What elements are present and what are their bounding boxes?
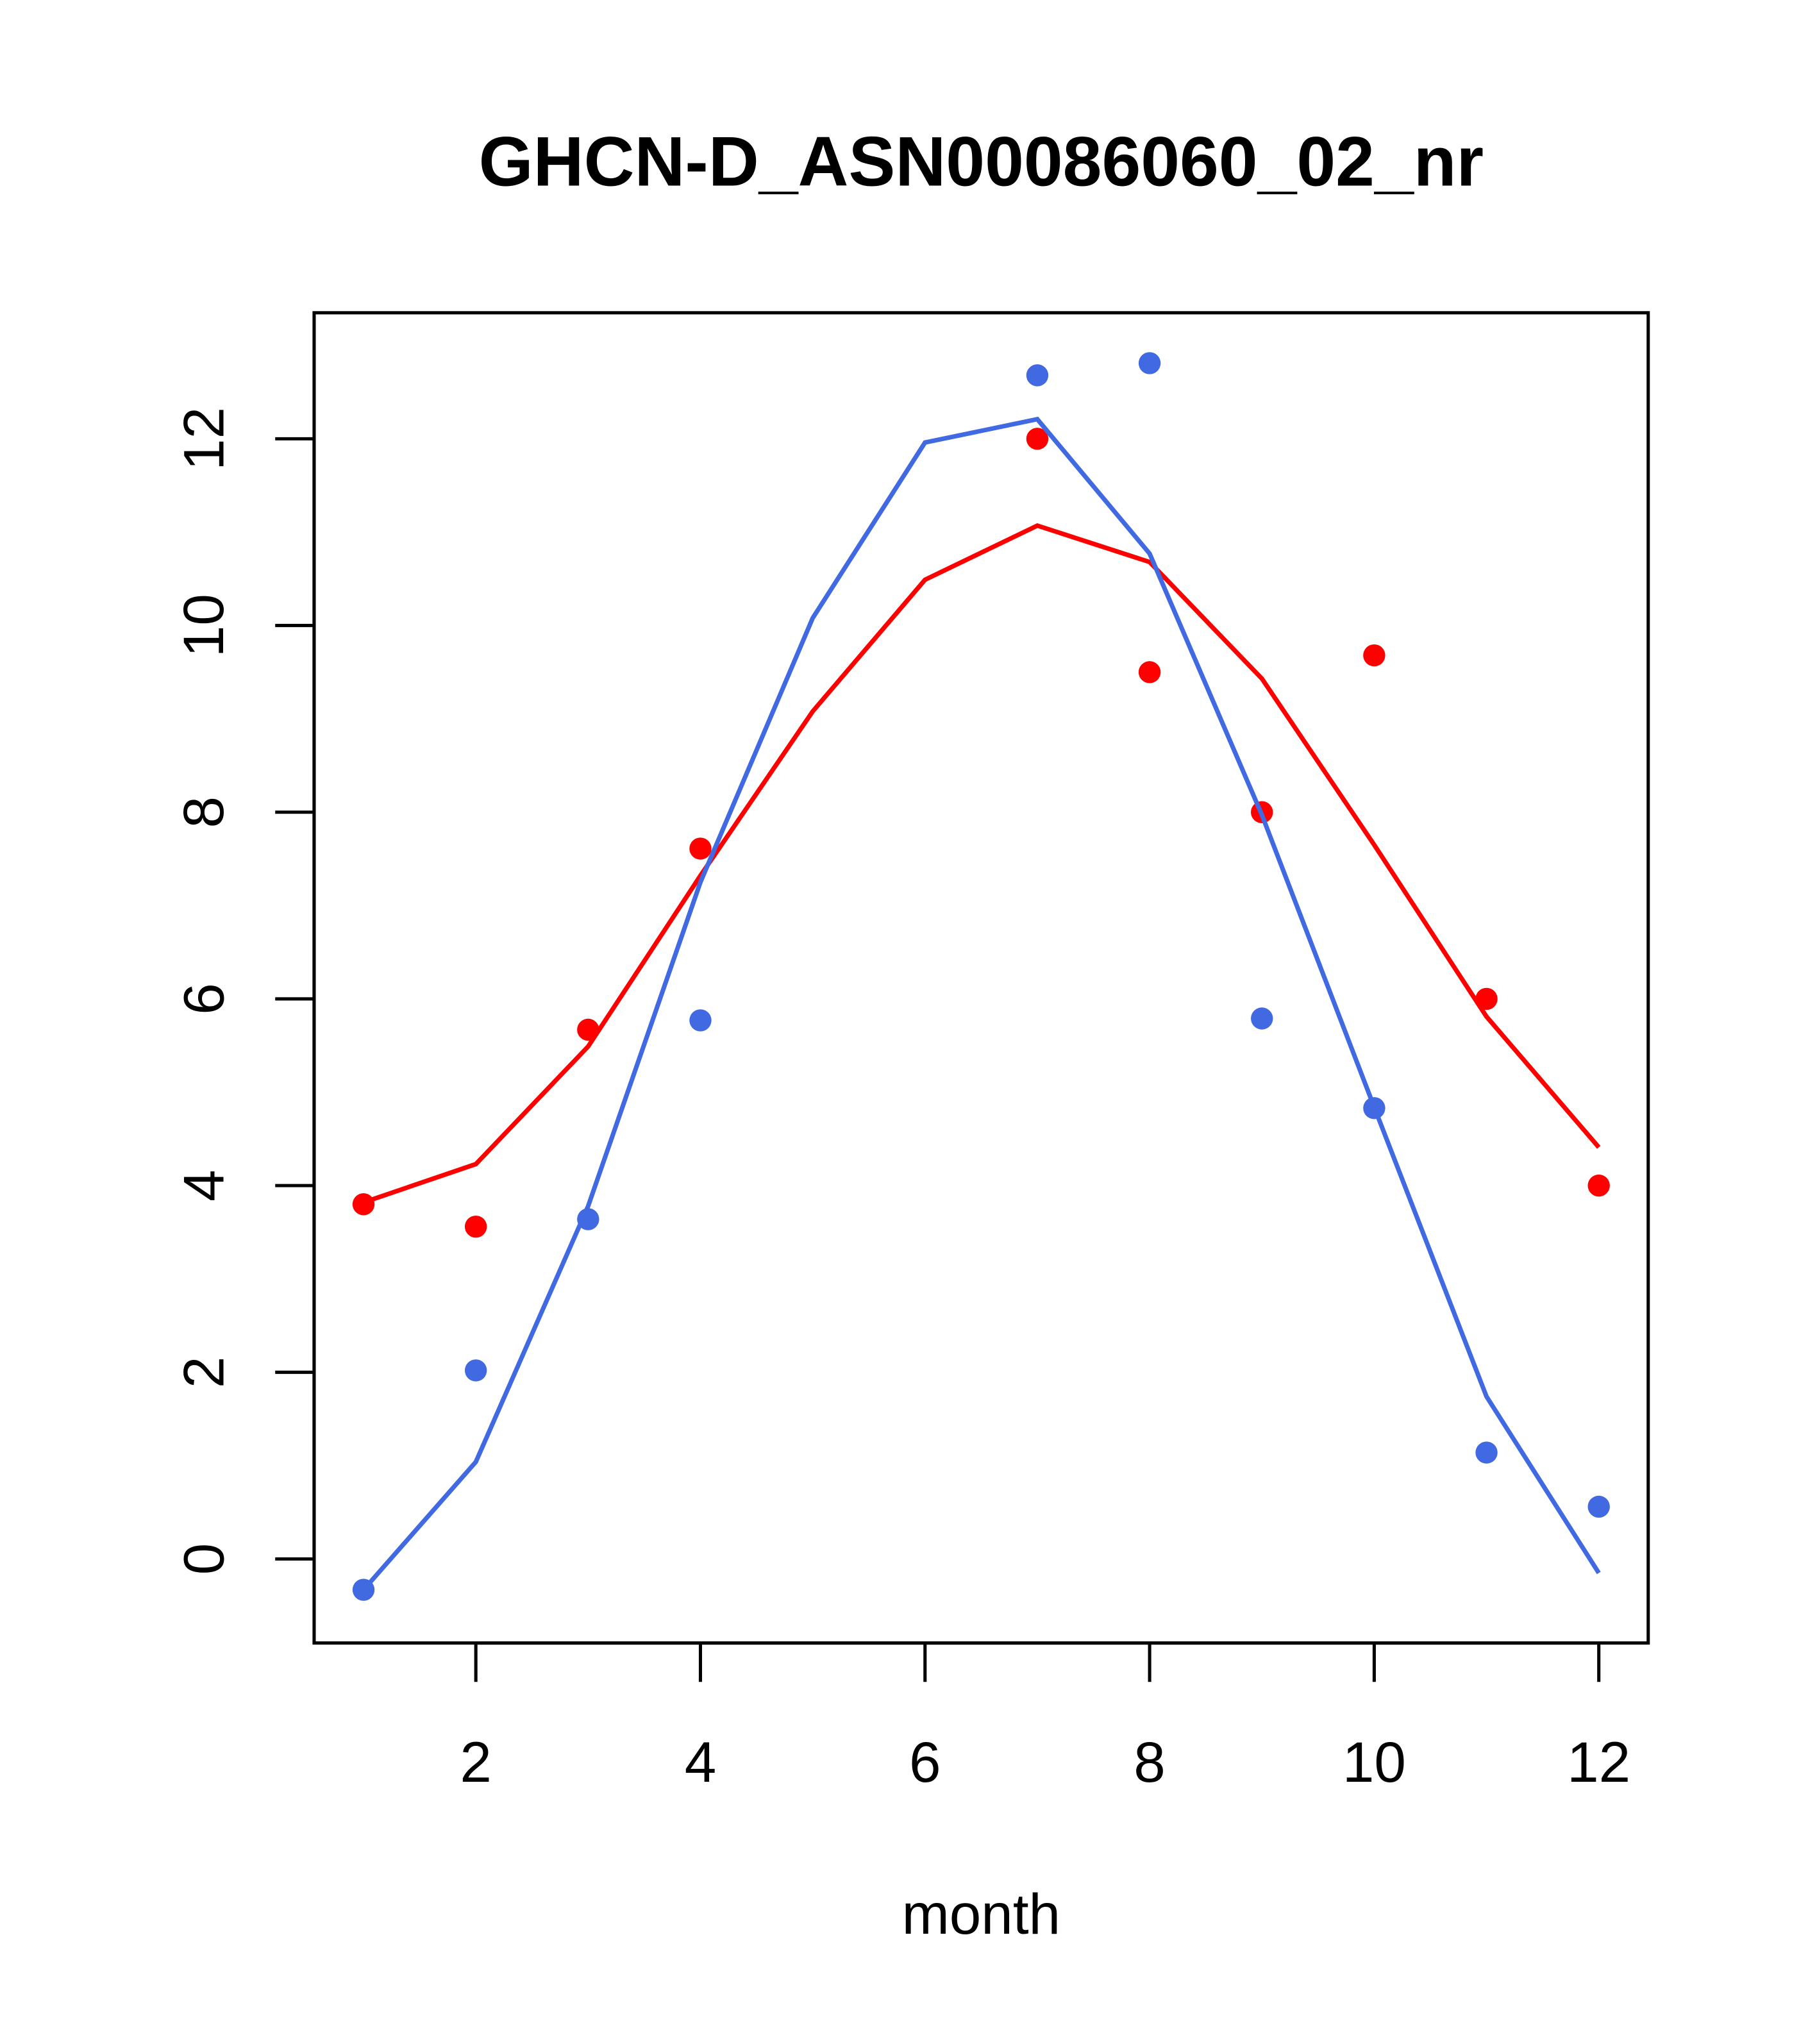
red-line-series <box>362 523 1601 1205</box>
x-tick-label: 6 <box>909 1730 941 1794</box>
y-tick-label: 10 <box>171 594 235 657</box>
y-tick-label: 6 <box>171 983 235 1015</box>
blue-point <box>1587 1495 1610 1518</box>
red-point <box>689 837 712 860</box>
blue-point <box>689 1009 712 1032</box>
plot-frame <box>312 311 1650 1645</box>
y-tick-label: 2 <box>171 1357 235 1389</box>
blue-point <box>1475 1441 1498 1464</box>
blue-point <box>1251 1007 1273 1030</box>
blue-point <box>464 1359 487 1382</box>
y-tick-label: 0 <box>171 1543 235 1575</box>
red-point <box>1587 1174 1610 1197</box>
x-tick-label: 4 <box>685 1730 717 1794</box>
blue-point <box>1138 352 1161 374</box>
red-point <box>352 1193 375 1216</box>
x-tick-label: 2 <box>460 1730 492 1794</box>
y-tick-label: 12 <box>171 407 235 471</box>
plot-marks <box>352 352 1610 1601</box>
axes: 2 4 6 8 10 12 0 2 4 6 8 10 12 <box>171 407 1630 1794</box>
red-point <box>1026 428 1049 450</box>
red-point <box>1138 661 1161 683</box>
y-tick-label: 8 <box>171 796 235 828</box>
x-tick-label: 12 <box>1567 1730 1630 1794</box>
red-point <box>1363 644 1386 667</box>
red-point <box>464 1215 487 1238</box>
x-axis-label: month <box>902 1882 1061 1946</box>
blue-point <box>1026 364 1049 387</box>
chart-title: GHCN-D_ASN00086060_02_nr <box>479 122 1484 201</box>
x-tick-label: 8 <box>1134 1730 1166 1794</box>
y-tick-label: 4 <box>171 1169 235 1202</box>
blue-line-series <box>362 416 1601 1591</box>
x-tick-label: 10 <box>1343 1730 1406 1794</box>
